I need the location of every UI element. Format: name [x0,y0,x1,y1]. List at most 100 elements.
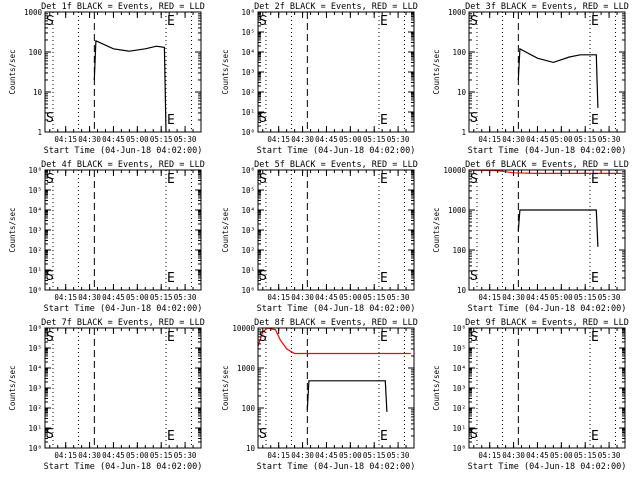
x-tick-label: 04:30 [291,293,314,302]
y-tick-label: 10² [28,404,42,413]
marker-s-top: S [46,330,54,345]
detector-panel-9: Det 9f BLACK = Events, RED = LLD Start Ti… [432,318,629,472]
x-tick-label: 05:15 [574,135,597,144]
x-tick-label: 04:30 [502,135,525,144]
y-axis-label: Counts/sec [8,365,17,410]
y-tick-label: 10⁰ [241,286,255,295]
y-tick-label: 10⁵ [28,186,42,195]
x-tick-label: 05:30 [174,293,197,302]
x-tick-label: 04:30 [291,451,314,460]
x-tick-label: 04:30 [78,135,101,144]
x-tick-label: 05:00 [126,451,149,460]
x-tick-label: 04:15 [267,451,290,460]
x-axis-label: Start Time (04-Jun-18 04:02:00) [468,462,627,472]
y-axis-label: Counts/sec [432,49,441,94]
x-tick-label: 04:45 [315,135,338,144]
marker-s: S [259,269,267,284]
y-tick-label: 10⁰ [452,444,466,453]
marker-e-top: E [167,330,175,345]
marker-e-top: E [591,330,599,345]
marker-e: E [380,113,388,128]
y-tick-label: 10³ [28,384,42,393]
marker-e-top: E [380,330,388,345]
x-tick-label: 04:30 [291,135,314,144]
marker-s-top: S [46,14,54,29]
y-tick-label: 1 [37,128,42,137]
x-tick-label: 05:30 [387,135,410,144]
x-axis-label: Start Time (04-Jun-18 04:02:00) [468,146,627,156]
x-tick-label: 05:00 [550,293,573,302]
x-tick-label: 04:15 [267,135,290,144]
y-tick-label: 10⁴ [241,48,255,57]
x-tick-label: 05:30 [174,451,197,460]
x-tick-label: 04:30 [78,451,101,460]
x-tick-label: 05:30 [598,135,621,144]
x-tick-label: 05:00 [126,293,149,302]
y-tick-label: 10⁰ [28,286,42,295]
x-tick-label: 05:30 [387,293,410,302]
marker-s-top: S [259,172,267,187]
plot-frame [257,327,415,449]
x-tick-label: 04:15 [54,135,77,144]
y-tick-label: 10⁴ [28,364,42,373]
marker-e-top: E [167,172,175,187]
x-axis-label: Start Time (04-Jun-18 04:02:00) [257,462,416,472]
marker-s: S [470,111,478,126]
marker-e-top: E [591,172,599,187]
plot-frame [44,11,202,133]
y-tick-label: 10 [457,286,467,295]
events-series-line [93,39,167,133]
y-tick-label: 10³ [241,226,255,235]
y-tick-label: 10² [452,404,466,413]
y-tick-label: 10⁰ [241,128,255,137]
y-tick-label: 10000 [443,166,466,175]
y-axis-label: Counts/sec [432,365,441,410]
marker-s: S [259,427,267,442]
x-tick-label: 04:15 [54,293,77,302]
x-tick-label: 05:00 [339,135,362,144]
plot-frame [468,327,626,449]
x-tick-label: 05:00 [339,293,362,302]
plot-frame [468,169,626,291]
y-tick-label: 10³ [452,384,466,393]
y-tick-label: 10¹ [241,266,255,275]
y-axis-label: Counts/sec [8,49,17,94]
x-tick-label: 04:15 [267,293,290,302]
x-tick-label: 05:15 [150,293,173,302]
y-tick-label: 10 [246,444,256,453]
y-tick-label: 10⁴ [241,206,255,215]
y-tick-label: 10⁶ [241,166,255,175]
panel-title: Det 9f BLACK = Events, RED = LLD [465,318,629,328]
x-tick-label: 04:15 [478,293,501,302]
y-tick-label: 100 [452,48,466,57]
marker-e: E [591,113,599,128]
y-tick-label: 1 [461,128,466,137]
plot-frame [257,169,415,291]
x-axis-label: Start Time (04-Jun-18 04:02:00) [468,304,627,314]
y-axis-label: Counts/sec [221,49,230,94]
y-tick-label: 10⁴ [28,206,42,215]
x-tick-label: 05:15 [150,451,173,460]
x-axis-label: Start Time (04-Jun-18 04:02:00) [257,304,416,314]
events-series-line [517,47,599,108]
x-tick-label: 04:45 [315,451,338,460]
plot-frame [44,327,202,449]
x-tick-label: 05:00 [126,135,149,144]
x-tick-label: 04:45 [102,135,125,144]
y-tick-label: 1000 [448,8,467,17]
y-tick-label: 10¹ [28,266,42,275]
y-axis-label: Counts/sec [8,207,17,252]
marker-s-top: S [470,14,478,29]
marker-s-top: S [259,330,267,345]
x-axis-label: Start Time (04-Jun-18 04:02:00) [44,304,203,314]
marker-s: S [259,111,267,126]
plot-frame [257,11,415,133]
y-tick-label: 10³ [241,68,255,77]
detector-panel-1: Det 1f BLACK = Events, RED = LLD Start Ti… [8,2,205,156]
y-tick-label: 100 [241,404,255,413]
y-tick-label: 10⁶ [241,8,255,17]
x-tick-label: 04:30 [502,293,525,302]
x-tick-label: 05:15 [574,293,597,302]
panel-title: Det 1f BLACK = Events, RED = LLD [41,2,205,12]
